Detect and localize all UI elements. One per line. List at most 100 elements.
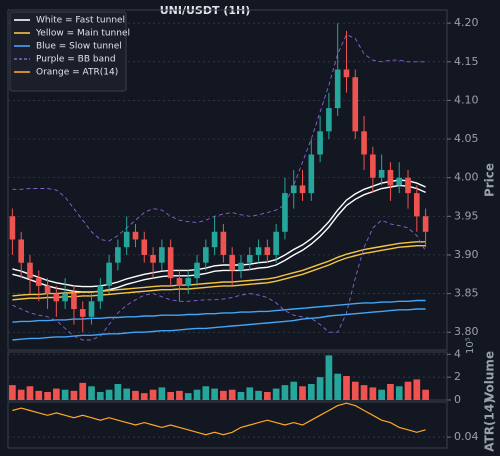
volume-bar (228, 389, 236, 400)
volume-bar (343, 376, 350, 400)
volume-bar (53, 388, 60, 400)
candle-body (396, 177, 403, 186)
volume-bar (211, 388, 218, 400)
volume-bar (351, 381, 359, 400)
candle-body (334, 69, 341, 109)
volume-bar (369, 387, 377, 400)
line (12, 308, 426, 341)
candle-body (141, 239, 148, 255)
volume-bar (325, 355, 333, 400)
legend-label: White = Fast tunnel (36, 16, 125, 26)
candle-body (159, 247, 165, 263)
volume-bar (281, 385, 289, 400)
volume-bar (17, 389, 25, 400)
line (12, 219, 426, 341)
y-tick-label: 4 (454, 347, 461, 360)
candle-body (97, 285, 104, 302)
y-tick-label: 4.15 (454, 55, 479, 68)
line (12, 179, 426, 288)
legend-label: Yellow = Main tunnel (35, 29, 130, 39)
volume-bar (272, 388, 280, 400)
y-tick-label: 4.10 (454, 93, 479, 106)
volume-bar (26, 386, 34, 400)
legend-box (9, 11, 127, 92)
volume-bar (132, 390, 139, 400)
volume-bar (9, 385, 16, 400)
candle-body (79, 309, 86, 317)
y-tick-label: 3.80 (454, 325, 479, 338)
candle-body (62, 293, 68, 302)
candle-body (290, 185, 297, 194)
candle-body (361, 131, 367, 155)
volume-bar (404, 381, 412, 400)
y-tick-label: 3.85 (454, 287, 479, 300)
candle-body (53, 293, 60, 302)
y-tick-label: 3.95 (454, 209, 479, 222)
volume-bar (316, 377, 324, 400)
candle-body (211, 231, 218, 248)
offset-label: 10⁵ (465, 337, 476, 354)
volume-bar (299, 386, 306, 400)
volume-bar (35, 390, 43, 400)
volume-bar (237, 392, 245, 400)
candle-body (422, 216, 429, 232)
y-tick-label: 2 (454, 370, 461, 383)
volume-bar (176, 390, 183, 400)
volume-bar (79, 382, 87, 400)
candle-body (88, 301, 95, 317)
candle-body (220, 231, 227, 255)
candle-body (343, 69, 350, 78)
candle-body (71, 293, 77, 310)
candle-body (115, 247, 121, 263)
candle-body (18, 239, 25, 263)
candle-body (413, 193, 420, 217)
candle-body (378, 169, 385, 178)
volume-bar (334, 373, 342, 400)
volume-bar (193, 389, 201, 400)
candle-body (167, 247, 174, 279)
candle-body (282, 193, 288, 232)
line (12, 402, 426, 436)
volume-bar (158, 387, 166, 400)
candle-body (132, 231, 139, 240)
volume-bar (184, 393, 192, 400)
candle-body (229, 254, 236, 271)
candle-body (202, 247, 209, 263)
volume-bar (96, 392, 104, 400)
line (12, 34, 426, 242)
volume-bar (246, 387, 254, 400)
candle-body (317, 131, 323, 155)
volume-bar (44, 392, 51, 400)
y-axis-label: ATR(14) (483, 398, 497, 451)
y-axis-label: Volume (483, 351, 497, 401)
volume-bar (140, 393, 148, 400)
volume-bar (149, 389, 157, 400)
volume-bar (88, 386, 95, 400)
volume-bar (61, 389, 69, 400)
volume-bar (167, 392, 174, 400)
volume-bar (105, 389, 113, 400)
legend-label: Blue = Slow tunnel (36, 42, 122, 52)
volume-bar (395, 386, 403, 400)
candle-body (264, 247, 271, 255)
volume-bar (378, 389, 385, 400)
candle-body (308, 154, 315, 194)
y-axis-label: Price (483, 163, 497, 197)
line (12, 299, 426, 323)
candle-body (35, 278, 42, 286)
volume-bar (255, 390, 262, 400)
volume-bar (290, 381, 298, 400)
candle-body (176, 278, 183, 286)
legend-label: Orange = ATR(14) (36, 68, 118, 78)
legend-label: Purple = BB band (36, 55, 116, 65)
volume-bar (123, 388, 131, 400)
candle-body (150, 254, 156, 263)
volume-bar (202, 386, 210, 400)
candle-body (387, 169, 394, 186)
volume-bar (360, 385, 368, 400)
y-tick-label: 0.04 (454, 430, 479, 443)
candle-body (255, 247, 262, 255)
y-tick-label: 4.20 (454, 16, 479, 29)
volume-bar (114, 384, 122, 400)
